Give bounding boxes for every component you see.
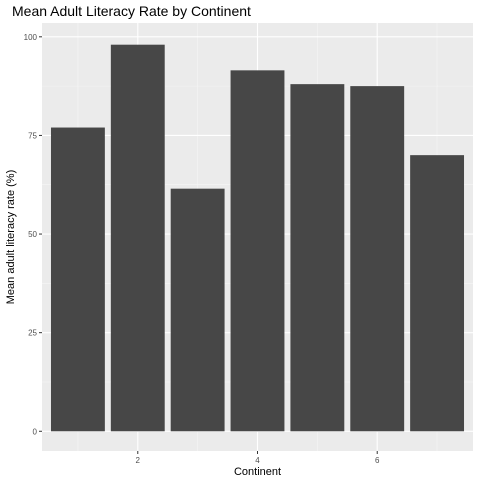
axis-ticks: 0 25 50 75 100 2 4 6 [24,33,380,465]
bar [410,155,465,432]
y-tick-label: 25 [28,329,37,338]
bar [110,44,165,432]
y-tick-label: 75 [28,131,37,140]
bar [230,70,285,432]
bar [350,86,405,432]
x-tick-label: 2 [136,456,141,465]
y-axis-title: Mean adult literacy rate (%) [5,170,17,305]
bar [170,188,225,432]
bars [50,44,465,432]
bar [290,84,345,432]
y-tick-label: 100 [24,33,38,42]
y-tick-label: 50 [28,230,37,239]
bar [50,127,105,432]
x-tick-label: 4 [255,456,260,465]
chart-title: Mean Adult Literacy Rate by Continent [12,3,251,19]
y-tick-label: 0 [33,427,38,436]
x-tick-label: 6 [375,456,380,465]
x-axis-title: Continent [234,466,281,478]
